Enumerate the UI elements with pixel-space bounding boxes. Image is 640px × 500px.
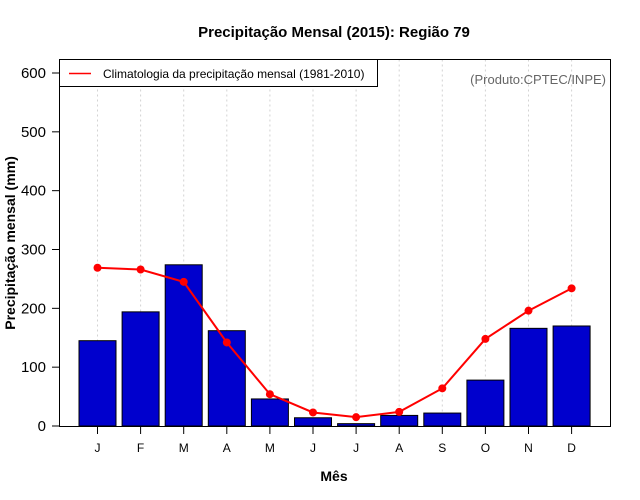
climatology-line-series (93, 263, 576, 422)
bar-6 (337, 423, 376, 427)
climatology-point-0 (93, 263, 102, 272)
x-tick-label: M (265, 441, 275, 455)
y-tick-label: 0 (38, 418, 46, 435)
legend: Climatologia da precipitação mensal (198… (59, 59, 378, 87)
legend-box (59, 59, 378, 87)
climatology-point-3 (222, 338, 231, 347)
climatology-line (97, 266, 573, 419)
climatology-point-10 (524, 306, 533, 315)
y-tick-label: 100 (21, 359, 46, 376)
y-axis-label: Precipitação mensal (mm) (2, 156, 18, 330)
x-tick-label: A (395, 441, 403, 455)
y-tick-label: 600 (21, 65, 46, 82)
bar-0 (78, 340, 117, 427)
bar-10 (509, 327, 548, 427)
climatology-point-5 (309, 408, 317, 417)
bar-3 (207, 330, 246, 427)
x-tick-label: M (179, 441, 189, 455)
y-tick-label: 200 (21, 300, 46, 317)
climatology-point-6 (352, 413, 361, 422)
credit-annotation: (Produto:CPTEC/INPE) (470, 72, 606, 87)
x-tick-label: S (438, 441, 446, 455)
bar-8 (423, 412, 462, 427)
legend-entry-climatology: Climatologia da precipitação mensal (198… (103, 67, 364, 81)
climatology-point-8 (438, 384, 447, 393)
bar-1 (121, 311, 160, 427)
bar-4 (250, 398, 289, 427)
climatology-point-11 (567, 284, 576, 293)
x-tick-label: J (353, 441, 359, 455)
x-axis-label: Mês (320, 468, 347, 484)
bar-11 (552, 325, 591, 427)
x-tick-label: J (310, 441, 316, 455)
bar-9 (466, 379, 505, 427)
bar-series (78, 264, 591, 427)
bar-7 (380, 414, 419, 427)
y-tick-label: 300 (21, 242, 46, 259)
climatology-point-4 (265, 390, 274, 399)
y-tick-label: 400 (21, 183, 46, 200)
bar-5 (294, 417, 332, 427)
x-tick-label: A (223, 441, 231, 455)
chart-title: Precipitação Mensal (2015): Região 79 (198, 24, 470, 41)
x-tick-label: N (524, 441, 533, 455)
climatology-point-7 (395, 407, 404, 416)
x-tick-label: O (481, 441, 490, 455)
climatology-point-2 (179, 277, 188, 286)
climatology-point-9 (481, 334, 490, 343)
y-tick-label: 500 (21, 124, 46, 141)
x-tick-label: F (137, 441, 144, 455)
bar-2 (164, 264, 203, 427)
x-tick-label: D (567, 441, 576, 455)
y-axis: 0 100 200 300 400 500 600 (21, 65, 60, 435)
climatology-point-1 (136, 265, 145, 274)
x-tick-label: J (95, 441, 101, 455)
